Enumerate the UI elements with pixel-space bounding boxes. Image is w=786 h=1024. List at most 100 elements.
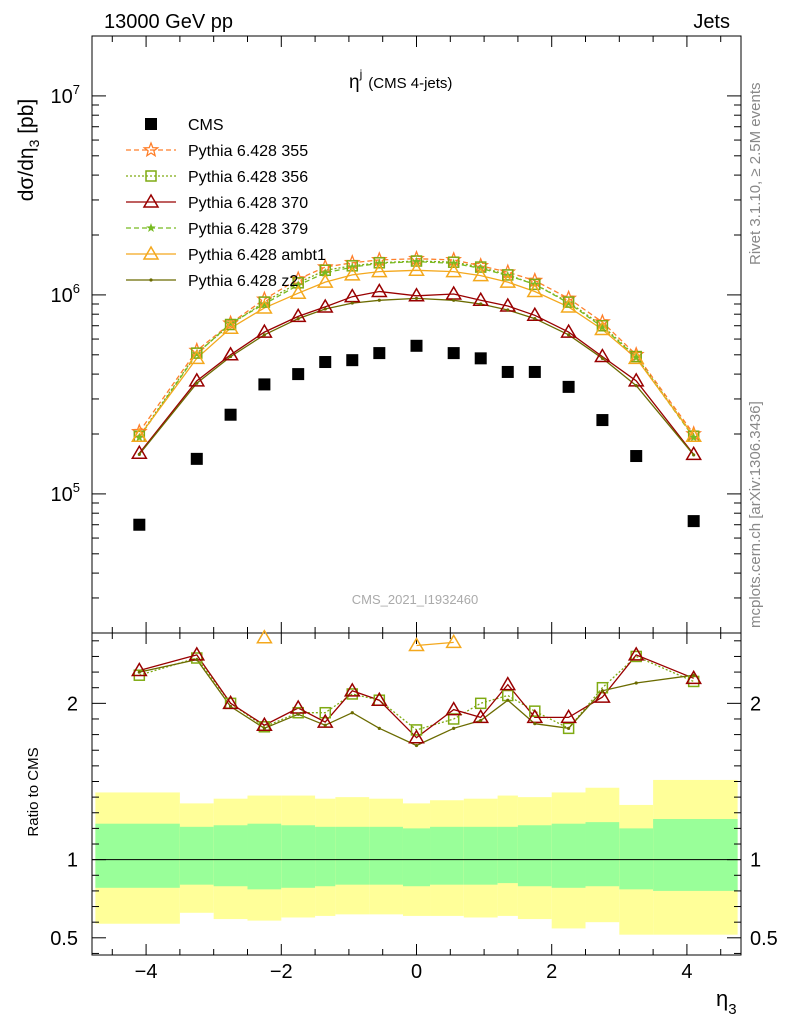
ratio-point-pythia-6-428-z2 [692, 673, 696, 677]
data-point-pythia-6-428-370 [594, 348, 611, 363]
ratio-point-pythia-6-428-356 [319, 706, 331, 719]
rivet-side-label: Rivet 3.1.10, ≥ 2.5M events [747, 83, 764, 266]
data-point-pythia-6-428-ambt1 [188, 349, 206, 365]
y-tick-label: 107 [51, 82, 80, 108]
data-point-pythia-6-428-379 [631, 352, 641, 362]
band-inner [247, 823, 282, 890]
band-inner [281, 825, 316, 888]
data-point-pythia-6-428-z2 [228, 354, 233, 359]
xlabel-sub: 3 [728, 1001, 736, 1018]
data-point-pythia-6-428-z2 [296, 317, 300, 321]
data-point-pythia-6-428-370 [256, 323, 273, 338]
data-point-cms [474, 352, 487, 365]
legend: CMS Pythia 6.428 355 Pythia 6.428 356 Pythi… [126, 117, 326, 290]
data-point-pythia-6-428-356 [258, 296, 271, 308]
legend-marker-pythia-6-428-370 [142, 193, 160, 208]
data-point-pythia-6-428-370 [445, 285, 462, 300]
data-point-pythia-6-428-356 [373, 257, 386, 269]
data-point-pythia-6-428-ambt1 [408, 261, 425, 277]
ratio-point-pythia-6-428-z2 [634, 681, 638, 685]
ratio-point-pythia-6-428-356 [346, 688, 359, 700]
data-point-pythia-6-428-370 [371, 283, 388, 298]
analysis-watermark: CMS_2021_I1932460 [352, 592, 479, 607]
data-point-pythia-6-428-ambt1 [316, 273, 334, 288]
ratio-point-pythia-6-428-z2 [296, 712, 300, 716]
uncertainty-bands [92, 779, 741, 935]
plot-title: ηj (CMS 4-jets) [349, 67, 452, 93]
data-point-pythia-6-428-356 [191, 347, 203, 359]
legend-marker-pythia-6-428-379 [146, 223, 156, 232]
data-point-pythia-6-428-z2 [479, 302, 483, 306]
ratio-line-pythia-6-428-356 [139, 655, 694, 731]
ratio-y-tick-label-left: 2 [67, 693, 78, 715]
data-point-pythia-6-428-ambt1 [222, 319, 239, 334]
header-left: 13000 GeV pp [104, 11, 233, 33]
ratio-point-pythia-6-428-z2 [452, 726, 456, 730]
x-tick-label: 4 [681, 961, 692, 983]
data-point-cms [190, 452, 203, 465]
data-point-pythia-6-428-379 [374, 258, 385, 268]
band-inner [315, 826, 336, 887]
legend-label-pythia-6-428-356: Pythia 6.428 356 [188, 169, 308, 186]
ratio-point-pythia-6-428-z2 [228, 704, 233, 709]
data-point-pythia-6-428-379 [411, 256, 422, 266]
data-point-pythia-6-428-370 [526, 306, 544, 322]
legend-marker-cms [145, 118, 157, 130]
data-point-pythia-6-428-379 [134, 432, 145, 442]
ratio-point-pythia-6-428-z2 [567, 726, 571, 730]
data-point-cms [630, 450, 643, 463]
legend-label-pythia-6-428-ambt1: Pythia 6.428 ambt1 [188, 247, 326, 264]
series-markers [131, 249, 703, 748]
ratio-point-pythia-6-428-370 [685, 669, 702, 685]
ratio-point-pythia-6-428-370 [560, 708, 577, 724]
ratio-point-pythia-6-428-370 [472, 708, 490, 724]
x-tick-label: 0 [411, 961, 422, 983]
y-tick-label: 106 [51, 281, 80, 307]
x-tick-label: −4 [135, 961, 158, 983]
xlabel-a: η [716, 986, 728, 1011]
data-point-pythia-6-428-370 [289, 307, 307, 323]
data-point-pythia-6-428-z2 [567, 333, 571, 337]
axis-ticks [92, 35, 741, 955]
ratio-point-pythia-6-428-356 [529, 705, 541, 717]
data-point-pythia-6-428-370 [408, 287, 425, 302]
data-point-pythia-6-428-379 [688, 432, 699, 442]
series-line-pythia-6-428-356 [138, 260, 695, 437]
data-point-pythia-6-428-z2 [533, 317, 537, 321]
y-tick-label: 105 [51, 480, 80, 506]
data-point-pythia-6-428-370 [131, 444, 148, 460]
ratio-y-tick-label-left: 0.5 [50, 928, 78, 950]
ratio-point-pythia-6-428-z2 [479, 718, 483, 723]
data-point-pythia-6-428-ambt1 [627, 349, 645, 365]
data-point-pythia-6-428-ambt1 [685, 427, 702, 442]
band-inner [653, 819, 738, 891]
data-point-pythia-6-428-z2 [323, 307, 327, 311]
ratio-point-pythia-6-428-356 [474, 697, 487, 710]
data-point-pythia-6-428-379 [225, 318, 236, 328]
ratio-y-tick-label-right: 2 [750, 693, 761, 715]
data-point-pythia-6-428-370 [685, 445, 702, 461]
data-point-pythia-6-428-356 [596, 319, 609, 332]
ratio-line-pythia-6-428-370 [139, 654, 694, 739]
ratio-point-pythia-6-428-ambt1 [256, 629, 273, 644]
ratio-line-pythia-6-428-ambt1 [416, 641, 454, 647]
data-point-pythia-6-428-379 [597, 322, 608, 331]
band-inner [213, 825, 248, 887]
data-point-pythia-6-428-z2 [262, 333, 266, 337]
ratio-point-pythia-6-428-356 [596, 681, 609, 694]
band-inner [369, 826, 403, 885]
data-point-pythia-6-428-379 [448, 258, 459, 268]
ratio-point-pythia-6-428-z2 [262, 726, 266, 730]
main-ylabel: dσ/dη3 [pb] [15, 99, 42, 202]
data-point-pythia-6-428-ambt1 [289, 284, 307, 299]
legend-marker-pythia-6-428-ambt1 [142, 245, 160, 260]
data-point-pythia-6-428-370 [627, 372, 645, 387]
ratio-point-pythia-6-428-356 [410, 724, 423, 736]
plot-title-main: η [349, 72, 360, 93]
legend-label-pythia-6-428-379: Pythia 6.428 379 [188, 221, 308, 238]
data-point-cms [596, 414, 609, 427]
plot-title-sup: j [359, 67, 363, 81]
legend-label-pythia-6-428-355: Pythia 6.428 355 [188, 143, 308, 160]
ratio-point-pythia-6-428-370 [371, 691, 388, 706]
data-point-cms [562, 380, 575, 393]
